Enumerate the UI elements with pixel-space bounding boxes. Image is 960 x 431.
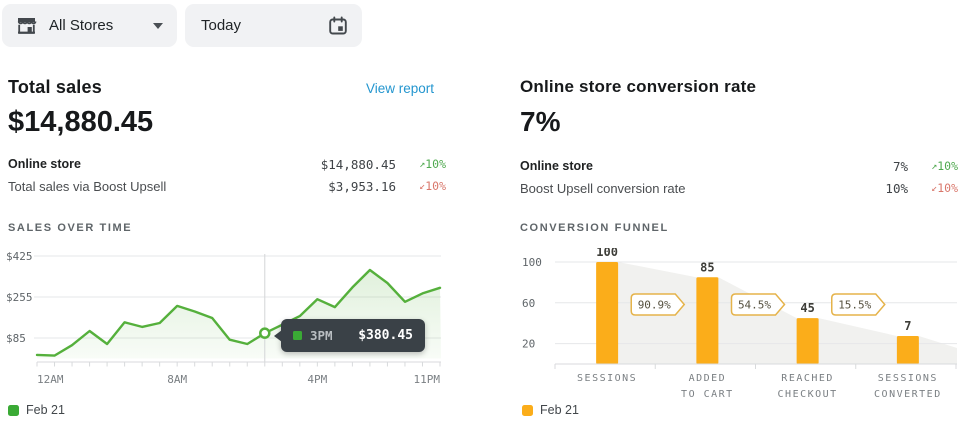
storefront-icon <box>16 16 37 35</box>
conversion-funnel-heading: CONVERSION FUNNEL <box>520 222 669 234</box>
svg-text:REACHED: REACHED <box>781 373 834 384</box>
legend-swatch-orange <box>522 404 533 416</box>
total-sales-value: $14,880.45 <box>8 106 154 138</box>
svg-text:$425: $425 <box>6 250 33 263</box>
total-sales-title: Total sales <box>8 77 102 97</box>
svg-text:CONVERTED: CONVERTED <box>874 389 942 400</box>
trend-down-icon: ↙ <box>931 183 938 194</box>
svg-text:CHECKOUT: CHECKOUT <box>778 389 838 400</box>
svg-text:$85: $85 <box>6 332 26 345</box>
svg-text:60: 60 <box>522 297 535 310</box>
series-swatch <box>293 331 302 340</box>
metric-row-boost-upsell-rate: Boost Upsell conversion rate 10% ↙10% <box>520 177 958 199</box>
svg-text:100: 100 <box>596 248 618 259</box>
legend-label: Feb 21 <box>26 403 65 417</box>
total-sales-breakdown: Online store $14,880.45 ↗10% Total sales… <box>8 153 446 197</box>
chevron-down-icon <box>153 22 163 29</box>
svg-text:12AM: 12AM <box>37 373 64 386</box>
svg-text:20: 20 <box>522 338 535 351</box>
delta-value: 10% <box>425 157 446 171</box>
conversion-rate-value: 7% <box>520 106 561 137</box>
svg-text:45: 45 <box>800 301 814 315</box>
metric-row-boost-upsell-sales: Total sales via Boost Upsell $3,953.16 ↙… <box>8 175 446 197</box>
date-selector-button[interactable]: Today <box>185 4 362 47</box>
legend-label: Feb 21 <box>540 403 579 417</box>
delta-value: 10% <box>937 159 958 173</box>
svg-text:85: 85 <box>700 260 714 274</box>
sales-over-time-heading: SALES OVER TIME <box>8 222 133 234</box>
date-selector-label: Today <box>201 17 242 34</box>
sales-chart-tooltip: 3PM $380.45 <box>274 319 425 352</box>
metric-delta: ↗10% <box>908 159 958 173</box>
conversion-funnel-chart[interactable]: 100 60 20 100 85 45 7 90.9% 54.5% 15.5% SESSIONS AD… <box>518 248 960 406</box>
tooltip-time: 3PM <box>310 328 333 343</box>
svg-text:90.9%: 90.9% <box>638 299 671 312</box>
metric-value: 7% <box>892 158 908 174</box>
legend-swatch-green <box>8 404 19 416</box>
trend-up-icon: ↗ <box>419 159 426 170</box>
metric-value: 10% <box>885 180 908 196</box>
tooltip-value: $380.45 <box>358 328 413 343</box>
metric-value: $3,953.16 <box>328 178 396 194</box>
svg-text:TO CART: TO CART <box>681 389 734 400</box>
metric-delta: ↗10% <box>396 157 446 171</box>
svg-text:11PM: 11PM <box>414 373 441 386</box>
metric-label: Online store <box>8 157 81 171</box>
calendar-icon <box>328 16 348 36</box>
metric-label: Total sales via Boost Upsell <box>8 178 167 194</box>
conversion-breakdown: Online store 7% ↗10% Boost Upsell conver… <box>520 155 958 199</box>
svg-text:54.5%: 54.5% <box>738 299 771 312</box>
view-report-link[interactable]: View report <box>366 81 435 96</box>
metric-label: Boost Upsell conversion rate <box>520 180 686 196</box>
conversion-rate-title: Online store conversion rate <box>520 77 757 96</box>
svg-text:SESSIONS: SESSIONS <box>878 373 938 384</box>
svg-text:SESSIONS: SESSIONS <box>577 373 637 384</box>
metric-row-online-store-rate: Online store 7% ↗10% <box>520 155 958 177</box>
svg-text:8AM: 8AM <box>167 373 187 386</box>
store-selector-button[interactable]: All Stores <box>2 4 177 47</box>
trend-down-icon: ↙ <box>419 181 426 192</box>
svg-text:$255: $255 <box>6 291 33 304</box>
sales-legend: Feb 21 <box>8 403 65 417</box>
svg-text:15.5%: 15.5% <box>838 299 871 312</box>
metric-label: Online store <box>520 159 593 173</box>
delta-value: 10% <box>425 179 446 193</box>
metric-value: $14,880.45 <box>320 156 396 172</box>
svg-text:4PM: 4PM <box>307 373 327 386</box>
funnel-legend: Feb 21 <box>522 403 579 417</box>
svg-text:100: 100 <box>522 256 542 269</box>
metric-delta: ↙10% <box>908 181 958 195</box>
metric-row-online-store-sales: Online store $14,880.45 ↗10% <box>8 153 446 175</box>
trend-up-icon: ↗ <box>931 161 938 172</box>
metric-delta: ↙10% <box>396 179 446 193</box>
svg-text:7: 7 <box>904 319 911 333</box>
svg-text:ADDED: ADDED <box>689 373 727 384</box>
delta-value: 10% <box>937 181 958 195</box>
store-selector-label: All Stores <box>49 17 114 34</box>
